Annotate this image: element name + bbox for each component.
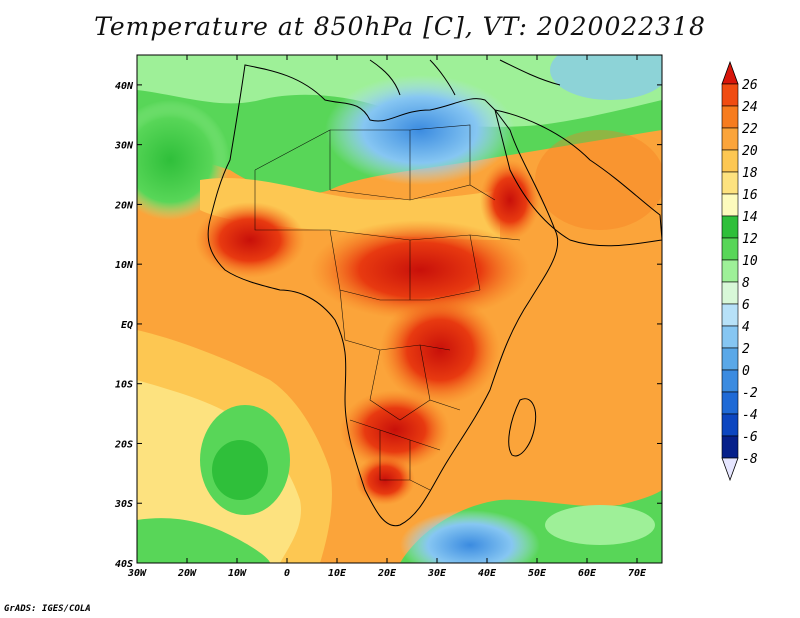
colorbar-label: -2	[742, 386, 758, 401]
colorbar-label: 4	[742, 320, 750, 335]
lon-tick-label: 30E	[427, 568, 447, 579]
lon-tick-label: 20E	[377, 568, 397, 579]
map-title: Temperature at 850hPa [C], VT: 202002231…	[94, 12, 706, 41]
colorbar-swatch	[721, 413, 739, 437]
colorbar-swatch	[721, 193, 739, 217]
colorbar-label: -6	[742, 430, 758, 445]
lon-tick-label: 10W	[228, 568, 247, 579]
colorbar-swatch	[721, 435, 739, 459]
colorbar-swatch	[721, 215, 739, 239]
colorbar-swatch	[721, 325, 739, 349]
colorbar-swatch	[721, 281, 739, 305]
colorbar-swatch	[721, 347, 739, 371]
coastlines	[207, 59, 662, 527]
lon-tick-label: 20W	[177, 568, 197, 579]
colorbar-swatch	[721, 171, 739, 195]
lat-axis: 40N 30N 20N 10N EQ 10S 20S 30S 40S	[114, 81, 662, 570]
colorbar-swatch	[721, 391, 739, 415]
colorbar-label: 24	[742, 100, 758, 115]
colorbar-swatch	[721, 259, 739, 283]
colorbar-label: 20	[742, 144, 758, 159]
lon-tick-label: 40E	[478, 568, 497, 579]
lat-tick-label: 30S	[114, 499, 133, 510]
colorbar-swatch	[721, 303, 739, 327]
colorbar-label: 18	[742, 166, 758, 181]
lon-axis: 30W 20W 10W 0 10E 20E 30E 40E 50E 60E 70E	[127, 55, 647, 579]
colorbar-swatch	[721, 83, 739, 107]
colorbar-label: 16	[742, 188, 758, 203]
colorbar-swatch	[721, 369, 739, 393]
colorbar-min-arrow	[721, 457, 739, 482]
lon-tick-label: 10E	[328, 568, 347, 579]
lon-tick-label: 60E	[578, 568, 597, 579]
colorbar-label: 0	[742, 364, 750, 379]
temperature-field	[137, 55, 662, 563]
lon-tick-label: 0	[284, 568, 290, 579]
colorbar-label: -8	[742, 452, 758, 467]
lon-tick-label: 30W	[127, 568, 147, 579]
colorbar-swatch	[721, 237, 739, 261]
country-borders	[254, 124, 521, 491]
colorbar-label: 14	[742, 210, 758, 225]
lat-tick-label: EQ	[121, 320, 133, 331]
colorbar-swatch	[721, 105, 739, 129]
colorbar-label: 12	[742, 232, 758, 247]
grads-credit: GrADS: IGES/COLA	[4, 604, 91, 614]
lat-tick-label: 30N	[114, 141, 134, 152]
colorbar-label: 2	[742, 342, 750, 357]
lat-tick-label: 10N	[115, 260, 134, 271]
colorbar-swatch	[721, 127, 739, 151]
plot-frame	[136, 54, 663, 564]
colorbar-label: 26	[742, 78, 758, 93]
colorbar-label: -4	[742, 408, 758, 423]
lon-tick-label: 70E	[628, 568, 647, 579]
colorbar-swatch	[721, 149, 739, 173]
lat-tick-label: 40S	[115, 559, 133, 570]
lat-tick-label: 10S	[115, 380, 133, 391]
lat-tick-label: 20S	[114, 439, 133, 450]
colorbar-max-arrow	[721, 60, 739, 85]
colorbar-label: 8	[742, 276, 750, 291]
colorbar-label: 6	[742, 298, 750, 313]
lat-tick-label: 40N	[115, 81, 134, 92]
lat-tick-label: 20N	[114, 200, 134, 211]
colorbar-label: 22	[742, 122, 758, 137]
lon-tick-label: 50E	[528, 568, 547, 579]
colorbar-label: 10	[742, 254, 758, 269]
